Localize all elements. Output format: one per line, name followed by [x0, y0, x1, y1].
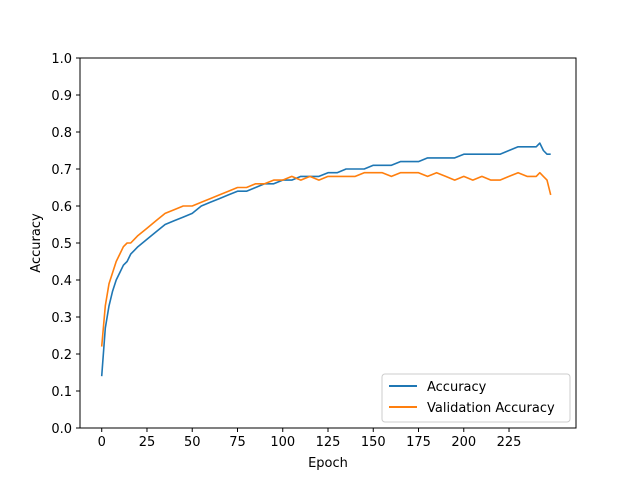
- x-tick-label: 150: [361, 435, 386, 450]
- legend-label-accuracy: Accuracy: [427, 380, 487, 395]
- y-tick-label: 0.4: [51, 274, 72, 289]
- x-tick-label: 50: [184, 435, 201, 450]
- x-tick-label: 100: [270, 435, 295, 450]
- x-tick-label: 225: [497, 435, 522, 450]
- series-lines: [100, 142, 552, 377]
- y-tick-label: 0.7: [51, 163, 72, 178]
- legend-label-validation-accuracy: Validation Accuracy: [427, 401, 555, 416]
- x-tick-label: 25: [139, 435, 156, 450]
- y-tick-label: 0.9: [51, 89, 72, 104]
- x-axis-label: Epoch: [308, 456, 348, 471]
- y-tick-label: 0.6: [51, 200, 72, 215]
- y-axis-label: Accuracy: [29, 213, 44, 273]
- legend: Accuracy Validation Accuracy: [381, 373, 571, 423]
- legend-box: [381, 373, 571, 423]
- series-line-validation-accuracy: [100, 171, 552, 347]
- plot-frame: [79, 57, 577, 429]
- y-tick-label: 0.5: [51, 237, 72, 252]
- y-tick-label: 1.0: [51, 52, 72, 67]
- y-tick-label: 0.1: [51, 385, 72, 400]
- x-tick-label: 175: [406, 435, 431, 450]
- y-tick-label: 0.8: [51, 126, 72, 141]
- y-axis-ticks: 0.0 0.1 0.2 0.3 0.4 0.5 0.6 0.7 0.8 0.9 1.0: [51, 52, 80, 437]
- x-tick-label: 125: [316, 435, 341, 450]
- y-tick-label: 0.2: [51, 348, 72, 363]
- x-tick-label: 75: [229, 435, 246, 450]
- y-tick-label: 0.3: [51, 311, 72, 326]
- y-tick-label: 0.0: [51, 422, 72, 437]
- x-tick-label: 200: [451, 435, 476, 450]
- x-tick-label: 0: [98, 435, 106, 450]
- x-axis-ticks: 0 25 50 75 100 125 150 175 200 225: [98, 428, 522, 450]
- plot-area: [80, 58, 576, 428]
